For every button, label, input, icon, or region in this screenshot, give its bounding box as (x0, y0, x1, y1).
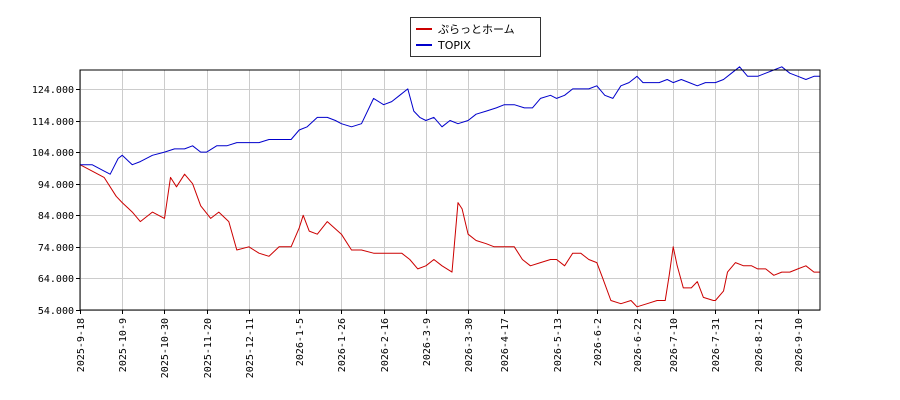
x-tick-label: 2025-10-30 (160, 318, 171, 378)
y-tick-label: 124.000 (32, 85, 74, 96)
x-tick-label: 2026-7-10 (669, 318, 680, 372)
x-tick-label: 2025-12-11 (245, 318, 256, 378)
y-tick-label: 64.000 (38, 274, 74, 285)
series-line-0 (79, 164, 820, 308)
axes: 54.000 64.000 74.000 84.000 94.000 104.000 114… (32, 85, 805, 378)
legend-label: TOPIX (437, 39, 471, 52)
x-tick-label: 2026-1-26 (337, 318, 348, 372)
x-tick-label: 2025-11-20 (203, 318, 214, 378)
x-tick-label: 2025-9-18 (76, 318, 87, 372)
legend-label: ぷらっとホーム (438, 23, 515, 36)
x-tick-label: 2026-6-2 (593, 318, 604, 366)
series-line-1 (80, 66, 820, 175)
x-tick-label: 2025-10-9 (118, 318, 129, 372)
x-tick-label: 2026-8-21 (754, 318, 765, 372)
legend-box (410, 17, 541, 57)
x-tick-label: 2026-2-16 (380, 318, 391, 372)
x-tick-label: 2026-3-9 (422, 318, 433, 366)
x-tick-label: 2026-6-22 (633, 318, 644, 372)
y-tick-label: 114.000 (32, 117, 74, 128)
y-tick-label: 104.000 (32, 148, 74, 159)
y-tick-label: 74.000 (38, 243, 74, 254)
x-tick-label: 2026-1-5 (295, 318, 306, 366)
y-tick-label: 54.000 (38, 306, 74, 317)
legend: ぷらっとホーム TOPIX (410, 17, 541, 57)
series-lines (79, 66, 820, 308)
x-tick-label: 2026-9-10 (794, 318, 805, 372)
grid (80, 70, 820, 311)
plot-frame (79, 69, 821, 311)
x-tick-label: 2026-4-17 (500, 318, 511, 372)
x-tick-label: 2026-3-30 (464, 318, 475, 372)
x-tick-label: 2026-5-13 (553, 318, 564, 372)
x-tick-label: 2026-7-31 (711, 318, 722, 372)
y-tick-label: 94.000 (38, 180, 74, 191)
y-tick-label: 84.000 (38, 211, 74, 222)
